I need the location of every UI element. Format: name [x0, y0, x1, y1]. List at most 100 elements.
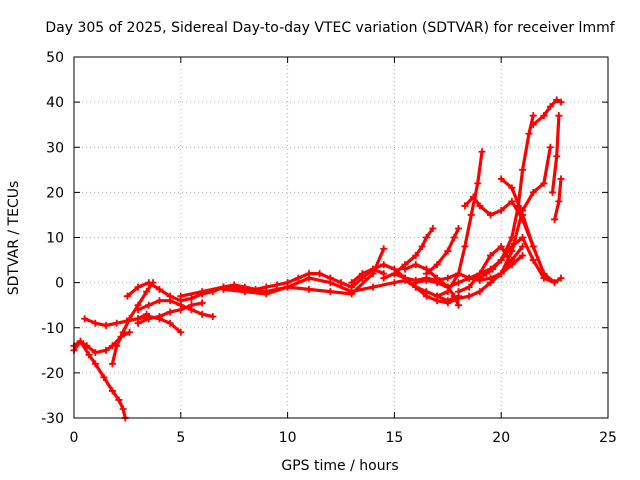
- data-point: [444, 299, 452, 307]
- data-point: [422, 292, 430, 300]
- data-point: [557, 175, 565, 183]
- series-sat-h: [134, 312, 185, 336]
- data-point: [102, 321, 110, 329]
- data-point: [401, 274, 409, 282]
- data-point: [187, 301, 195, 309]
- data-point: [220, 285, 228, 293]
- data-point: [529, 188, 537, 196]
- data-point: [91, 349, 99, 357]
- data-point: [380, 261, 388, 269]
- data-point: [497, 270, 505, 278]
- data-point: [433, 261, 441, 269]
- grid: [74, 57, 608, 418]
- data-point: [487, 252, 495, 260]
- data-point: [519, 211, 527, 219]
- data-point: [429, 224, 437, 232]
- data-point: [444, 274, 452, 282]
- y-tick-label: 30: [46, 140, 64, 156]
- data-point: [115, 396, 123, 404]
- data-point: [433, 279, 441, 287]
- data-series: [70, 96, 565, 422]
- data-point: [529, 243, 537, 251]
- series-line: [531, 98, 563, 127]
- data-point: [469, 193, 477, 201]
- data-point: [412, 261, 420, 269]
- data-point: [444, 288, 452, 296]
- data-point: [305, 274, 313, 282]
- series-sat-e: [123, 265, 388, 305]
- data-point: [519, 166, 527, 174]
- data-point: [454, 270, 462, 278]
- data-point: [81, 315, 89, 323]
- y-tick-label: -20: [41, 366, 64, 382]
- data-point: [294, 274, 302, 282]
- data-point: [198, 288, 206, 296]
- data-point: [108, 360, 116, 368]
- y-tick-label: 0: [55, 276, 64, 292]
- y-tick-label: -10: [41, 321, 64, 337]
- series-sat-w: [529, 96, 565, 129]
- data-point: [83, 342, 91, 350]
- series-line: [553, 177, 563, 221]
- data-point: [555, 197, 563, 205]
- data-point: [519, 234, 527, 241]
- data-point: [454, 288, 462, 296]
- data-point: [177, 328, 185, 336]
- data-point: [198, 310, 206, 318]
- data-point: [461, 202, 469, 210]
- data-point: [551, 215, 559, 223]
- data-point: [262, 290, 270, 298]
- y-axis-label: SDTVAR / TECUs: [6, 181, 22, 296]
- data-point: [450, 292, 458, 300]
- data-point: [476, 202, 484, 210]
- data-point: [553, 152, 561, 160]
- data-point: [390, 279, 398, 287]
- data-point: [134, 283, 142, 291]
- data-point: [134, 306, 142, 314]
- data-point: [273, 281, 281, 289]
- data-point: [348, 279, 356, 287]
- x-axis-ticks: 0 5 10 15 20 25: [70, 57, 617, 446]
- data-point: [119, 328, 127, 336]
- data-point: [551, 279, 559, 287]
- data-point: [91, 319, 99, 327]
- data-point: [555, 112, 563, 120]
- data-point: [497, 243, 505, 251]
- data-point: [465, 274, 473, 282]
- data-point: [348, 288, 356, 296]
- data-point: [525, 130, 533, 138]
- data-point: [422, 234, 430, 241]
- data-point: [337, 279, 345, 287]
- series-line: [414, 235, 563, 289]
- series-line: [382, 226, 435, 280]
- data-point: [418, 243, 426, 251]
- x-tick-label: 10: [279, 430, 297, 446]
- data-point: [474, 179, 482, 187]
- series-sat-v: [497, 175, 559, 287]
- data-point: [467, 211, 475, 219]
- data-point: [145, 279, 153, 287]
- data-point: [198, 299, 206, 307]
- data-point: [113, 319, 121, 327]
- data-point: [508, 247, 516, 255]
- data-point: [166, 319, 174, 327]
- series-sat-y: [551, 175, 565, 223]
- data-point: [177, 292, 185, 300]
- data-point: [529, 121, 537, 129]
- data-point: [380, 274, 388, 282]
- y-axis-ticks: -30 -20 -10 0 10 20 30 40 50: [41, 50, 608, 427]
- data-point: [209, 312, 217, 320]
- data-point: [540, 270, 548, 278]
- data-point: [557, 98, 565, 106]
- data-point: [497, 256, 505, 264]
- x-tick-label: 20: [492, 430, 510, 446]
- data-point: [422, 270, 430, 278]
- data-point: [401, 265, 409, 273]
- data-point: [316, 270, 324, 278]
- data-point: [177, 306, 185, 314]
- data-point: [546, 143, 554, 151]
- y-tick-label: 40: [46, 95, 64, 111]
- chart-title: Day 305 of 2025, Sidereal Day-to-day VTE…: [45, 20, 615, 36]
- series-sat-o: [422, 224, 462, 278]
- data-point: [529, 256, 537, 264]
